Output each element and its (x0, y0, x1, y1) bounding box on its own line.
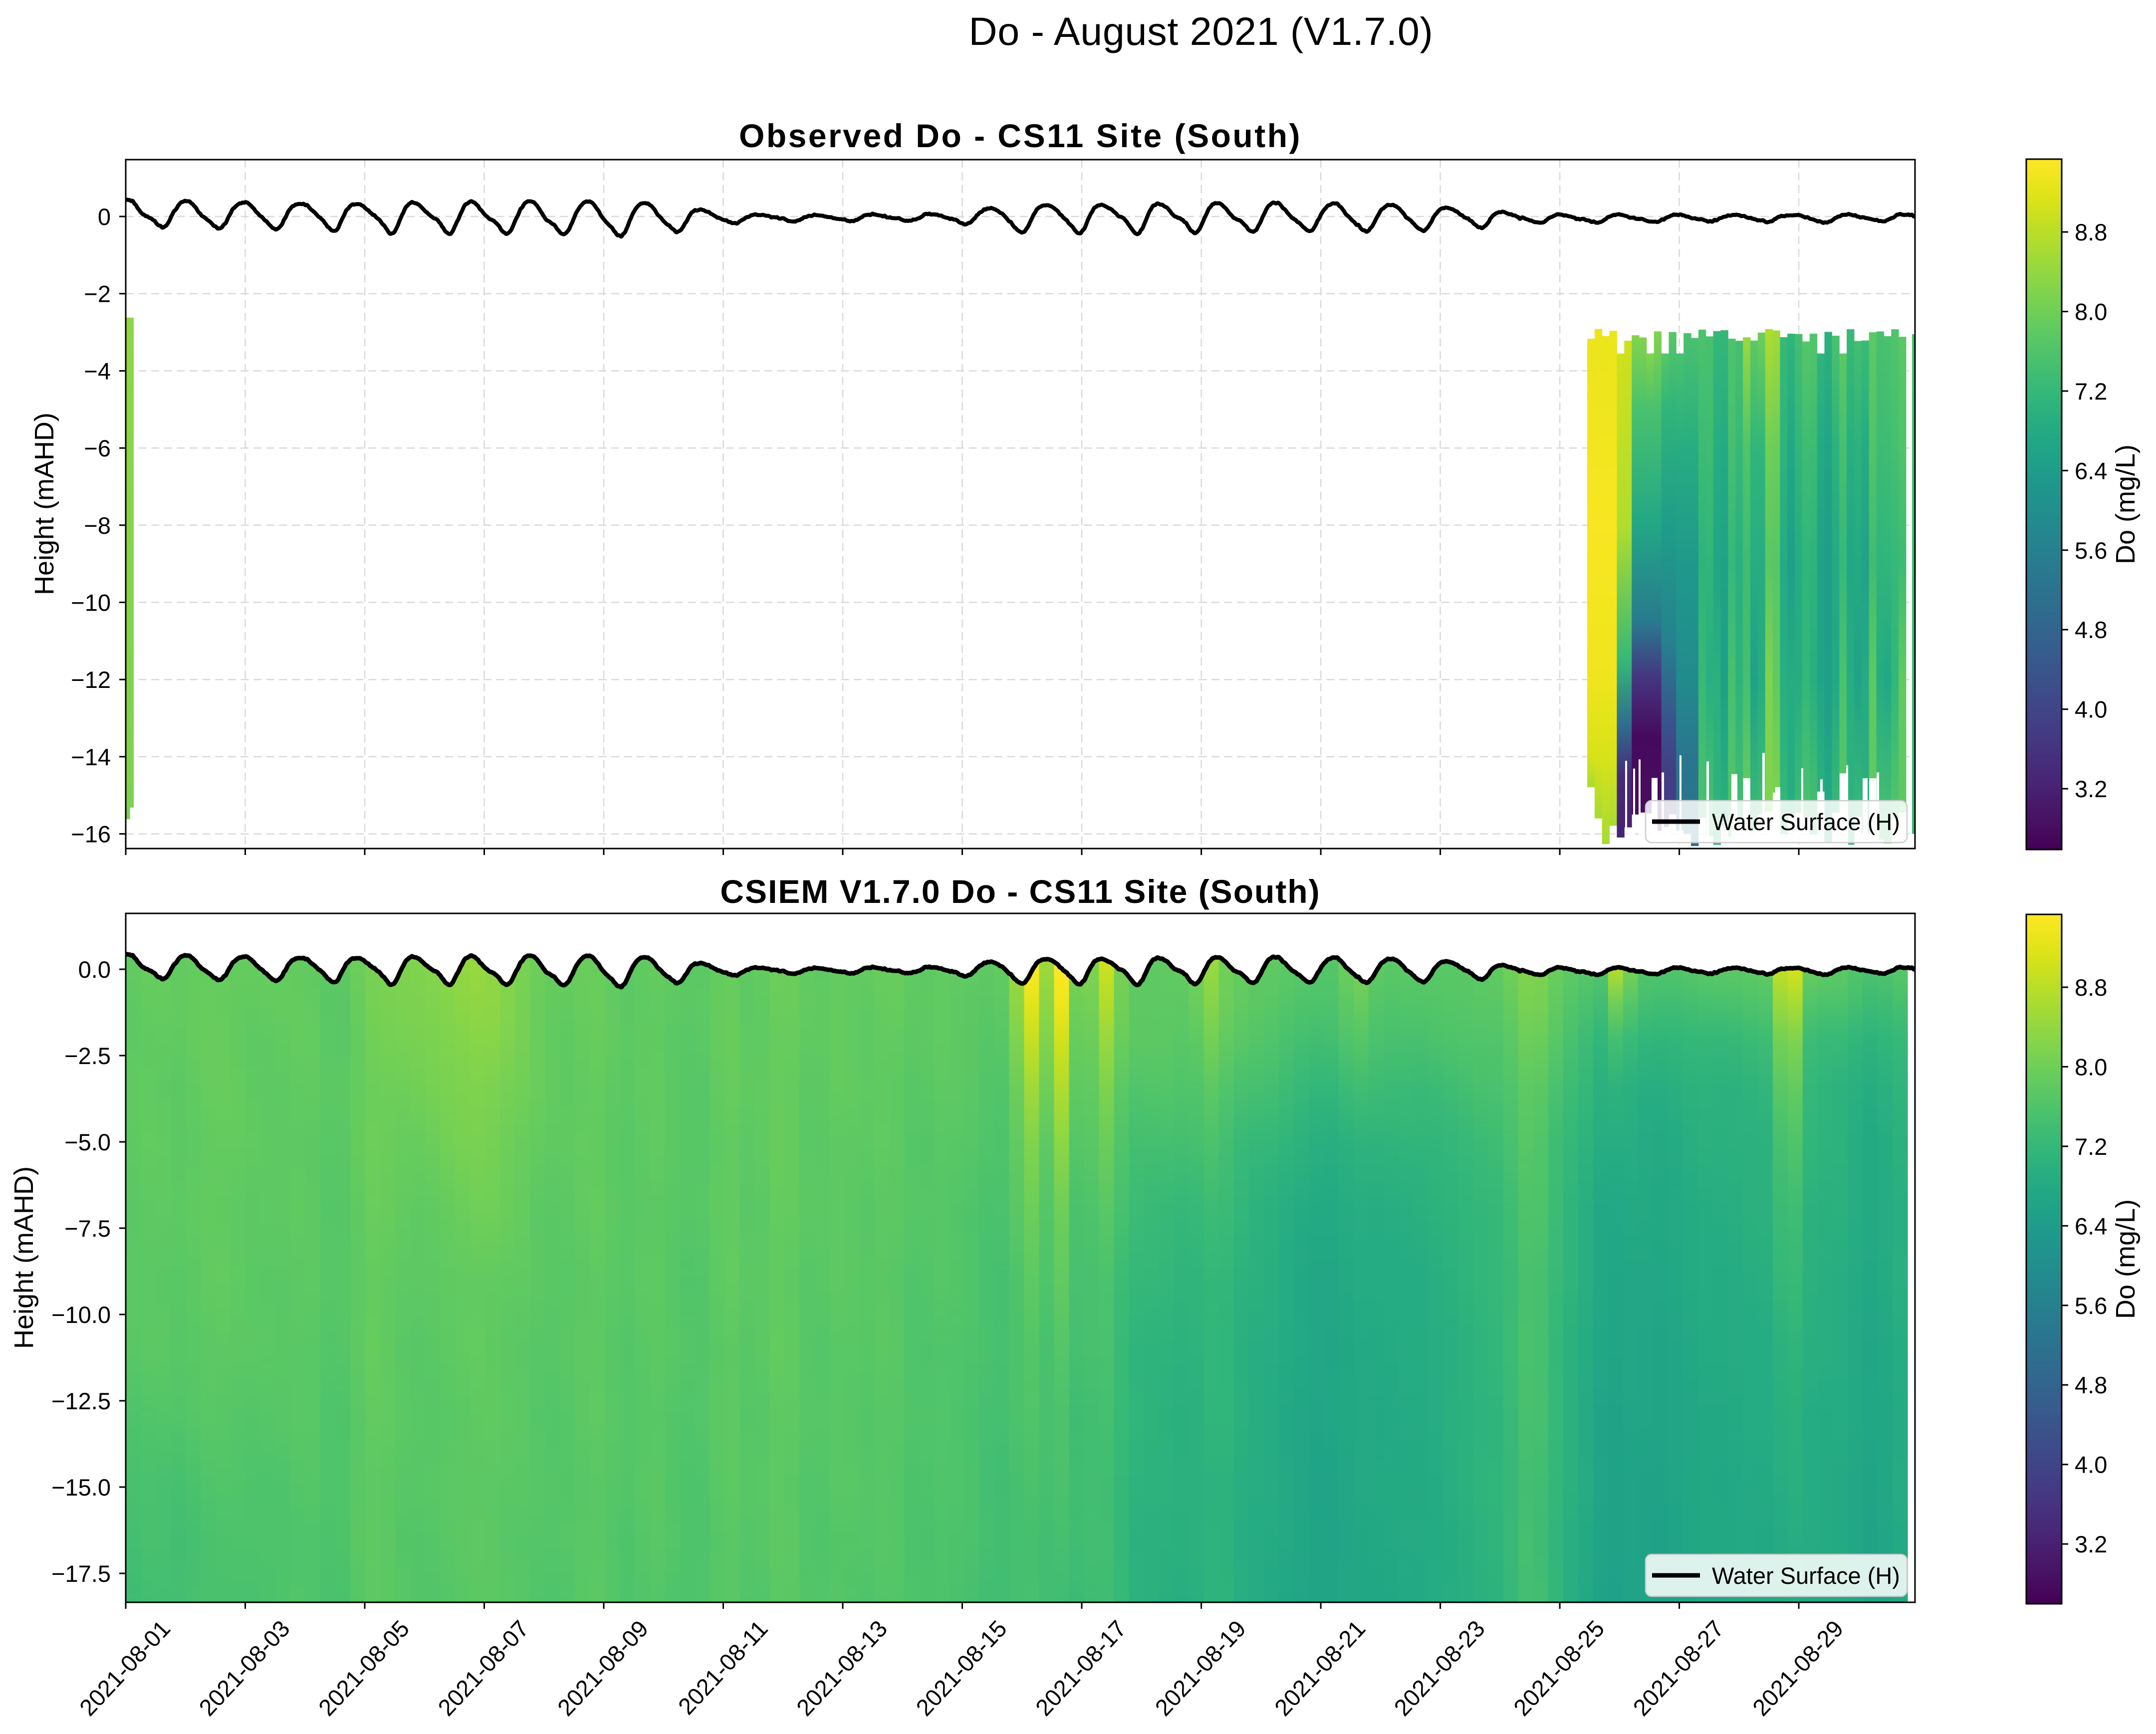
svg-text:8.8: 8.8 (2075, 974, 2107, 1001)
svg-text:−2: −2 (84, 281, 111, 307)
svg-text:7.2: 7.2 (2075, 378, 2107, 405)
svg-text:4.0: 4.0 (2075, 1452, 2107, 1478)
svg-text:4.8: 4.8 (2075, 1372, 2107, 1398)
svg-text:3.2: 3.2 (2075, 776, 2107, 802)
svg-text:8.0: 8.0 (2075, 299, 2107, 325)
svg-text:−17.5: −17.5 (51, 1560, 111, 1587)
svg-text:8.0: 8.0 (2075, 1054, 2107, 1080)
svg-text:Do (mg/L): Do (mg/L) (2111, 1199, 2141, 1319)
svg-text:−7.5: −7.5 (64, 1215, 111, 1242)
svg-text:Do (mg/L): Do (mg/L) (2111, 444, 2141, 564)
svg-text:Water Surface (H): Water Surface (H) (1712, 809, 1900, 835)
svg-text:−2.5: −2.5 (64, 1043, 111, 1069)
svg-text:−16: −16 (71, 821, 111, 848)
svg-text:Observed Do - CS11 Site (South: Observed Do - CS11 Site (South) (739, 117, 1302, 154)
svg-text:Height (mAHD): Height (mAHD) (9, 1166, 39, 1349)
svg-text:7.2: 7.2 (2075, 1133, 2107, 1160)
svg-text:Water Surface (H): Water Surface (H) (1712, 1562, 1900, 1589)
svg-text:−10.0: −10.0 (51, 1301, 111, 1328)
svg-text:3.2: 3.2 (2075, 1531, 2107, 1557)
svg-text:5.6: 5.6 (2075, 1293, 2107, 1319)
svg-text:−6: −6 (84, 435, 111, 461)
svg-text:−12: −12 (71, 666, 111, 693)
svg-text:0.0: 0.0 (78, 956, 111, 983)
svg-text:−12.5: −12.5 (51, 1388, 111, 1414)
svg-text:5.6: 5.6 (2075, 537, 2107, 564)
svg-text:0: 0 (98, 204, 111, 230)
svg-text:Do - August 2021 (V1.7.0): Do - August 2021 (V1.7.0) (969, 9, 1434, 53)
svg-text:−5.0: −5.0 (64, 1129, 111, 1155)
svg-text:−8: −8 (84, 512, 111, 539)
svg-text:−14: −14 (71, 744, 111, 770)
svg-text:−15.0: −15.0 (51, 1474, 111, 1501)
svg-text:Height (mAHD): Height (mAHD) (29, 413, 59, 595)
svg-text:6.4: 6.4 (2075, 457, 2107, 484)
svg-text:4.8: 4.8 (2075, 617, 2107, 643)
svg-text:4.0: 4.0 (2075, 696, 2107, 723)
svg-text:−10: −10 (71, 590, 111, 616)
svg-text:8.8: 8.8 (2075, 219, 2107, 245)
svg-text:−4: −4 (84, 358, 111, 384)
svg-text:6.4: 6.4 (2075, 1213, 2107, 1239)
svg-text:CSIEM V1.7.0 Do - CS11 Site (S: CSIEM V1.7.0 Do - CS11 Site (South) (720, 873, 1320, 910)
